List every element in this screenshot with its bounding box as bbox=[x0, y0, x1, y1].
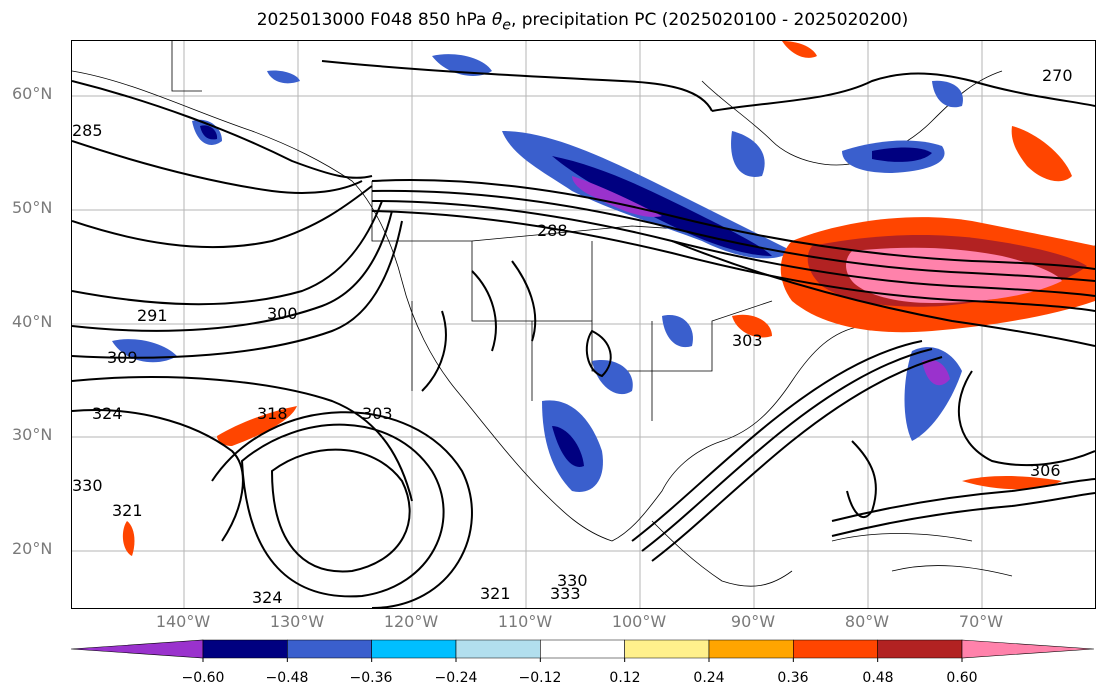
map-panel: 270 285 288 291 300 303 303 306 309 318 … bbox=[71, 40, 1096, 609]
colorbar-segment bbox=[455, 639, 541, 659]
lon-label-140w: 140°W bbox=[155, 612, 211, 631]
contour-label-300: 300 bbox=[267, 304, 298, 323]
colorbar-label-m024: −0.24 bbox=[434, 670, 478, 686]
theta-e-contours bbox=[72, 60, 1095, 608]
colorbar-label-036: 0.36 bbox=[777, 670, 809, 686]
contour-label-285: 285 bbox=[72, 121, 103, 140]
colorbar-segment bbox=[202, 639, 288, 659]
lon-label-90w: 90°W bbox=[730, 612, 776, 631]
colorbar-label-m012: −0.12 bbox=[518, 670, 562, 686]
colorbar-ticks bbox=[202, 658, 963, 662]
contour-label-321-a: 321 bbox=[112, 501, 143, 520]
lon-label-80w: 80°W bbox=[844, 612, 890, 631]
precip-shading bbox=[112, 41, 1095, 556]
contour-label-330: 330 bbox=[72, 476, 103, 495]
contour-labels: 270 285 288 291 300 303 303 306 309 318 … bbox=[72, 66, 1073, 607]
lon-label-120w: 120°W bbox=[383, 612, 439, 631]
contour-label-306: 306 bbox=[1030, 461, 1061, 480]
lat-label-40: 40°N bbox=[12, 312, 53, 331]
colorbar-label-060: 0.60 bbox=[946, 670, 978, 686]
colorbar-segment bbox=[961, 639, 1095, 659]
lon-label-130w: 130°W bbox=[269, 612, 325, 631]
title-text: 2025013000 F048 850 hPa bbox=[256, 10, 487, 30]
map-title: 2025013000 F048 850 hPa θe, precipitatio… bbox=[0, 10, 1105, 33]
contour-label-303-a: 303 bbox=[362, 404, 393, 423]
colorbar-label-m036: −0.36 bbox=[349, 670, 393, 686]
contour-label-333: 333 bbox=[550, 584, 581, 603]
lat-label-60: 60°N bbox=[12, 84, 53, 103]
contour-label-330-b: 330 bbox=[557, 571, 588, 590]
contour-label-291: 291 bbox=[137, 306, 168, 325]
colorbar-label-m060: −0.60 bbox=[181, 670, 225, 686]
colorbar-segments bbox=[70, 639, 1095, 659]
lon-label-110w: 110°W bbox=[497, 612, 553, 631]
colorbar-label-012: 0.12 bbox=[609, 670, 641, 686]
contour-label-324-b: 324 bbox=[252, 588, 283, 607]
title-text-rest: , precipitation PC (2025020100 - 2025020… bbox=[510, 10, 909, 30]
colorbar-segment bbox=[793, 639, 878, 659]
lon-label-100w: 100°W bbox=[611, 612, 667, 631]
colorbar-label-024: 0.24 bbox=[693, 670, 725, 686]
contour-label-303-b: 303 bbox=[732, 331, 763, 350]
lon-label-70w: 70°W bbox=[958, 612, 1004, 631]
contour-label-321-b: 321 bbox=[480, 584, 511, 603]
contour-label-309: 309 bbox=[107, 348, 138, 367]
colorbar-segment bbox=[287, 639, 372, 659]
colorbar-segment bbox=[371, 639, 457, 659]
contour-label-288: 288 bbox=[537, 221, 568, 240]
map-canvas: 270 285 288 291 300 303 303 306 309 318 … bbox=[72, 41, 1095, 608]
title-theta: θ bbox=[491, 10, 503, 30]
colorbar-label-048: 0.48 bbox=[862, 670, 894, 686]
title-theta-sub: e bbox=[502, 17, 511, 34]
colorbar-segment bbox=[70, 639, 204, 659]
lat-label-30: 30°N bbox=[12, 425, 53, 444]
lat-label-20: 20°N bbox=[12, 539, 53, 558]
contour-label-318: 318 bbox=[257, 404, 288, 423]
colorbar-segment bbox=[708, 639, 794, 659]
lat-label-50: 50°N bbox=[12, 198, 53, 217]
contour-label-324: 324 bbox=[92, 404, 123, 423]
colorbar-segment bbox=[877, 639, 963, 659]
colorbar-label-m048: −0.48 bbox=[265, 670, 309, 686]
contour-label-270: 270 bbox=[1042, 66, 1073, 85]
colorbar-segment bbox=[540, 639, 625, 659]
colorbar-segment bbox=[624, 639, 710, 659]
